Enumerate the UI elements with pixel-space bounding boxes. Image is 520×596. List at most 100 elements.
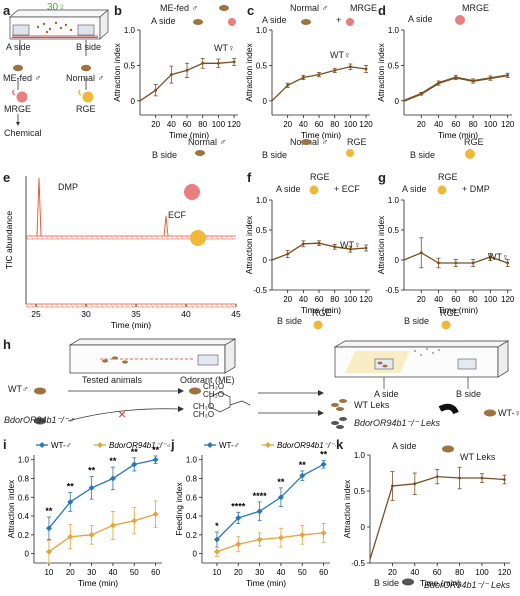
tic-hatch: [105, 303, 109, 308]
tic-hatch: [95, 303, 99, 308]
x-tick-label: 100: [484, 120, 498, 129]
h-chem-2: CH₃O: [203, 390, 225, 399]
g-b-side: B side: [404, 316, 430, 326]
c-plus: +: [336, 15, 342, 25]
tic-hatch: [45, 303, 49, 308]
tic-hatch: [160, 303, 164, 308]
tic-hatch: [80, 303, 84, 308]
x-tick-label: 20: [151, 120, 160, 129]
female-fly-icon: [484, 409, 496, 417]
chemical-label: Chemical: [4, 128, 42, 138]
d-bottom: RGE: [464, 137, 484, 147]
y-axis-title: Attraction index: [244, 42, 254, 101]
data-point: [391, 484, 394, 488]
data-point: [277, 494, 284, 501]
data-point: [235, 514, 242, 521]
x-tick-label: 60: [319, 568, 328, 577]
y-tick-label: 1.0: [124, 26, 136, 35]
legend-marker: [207, 442, 213, 448]
data-point: [454, 261, 458, 265]
x-tick-label: 100: [344, 120, 358, 129]
bait-icons: [184, 5, 475, 330]
tic-hatch: [150, 235, 154, 240]
data-point: [45, 525, 52, 532]
chart-f: -0.5 0 0.5 1.0 20 40 60 80 100 120 Time (min) Attra…: [244, 196, 373, 315]
tic-hatch: [195, 303, 199, 308]
data-point: [131, 461, 138, 468]
x-tick-label: 40: [434, 120, 443, 129]
significance-label: **: [88, 466, 96, 476]
tic-hatch: [55, 235, 59, 240]
x-tick-label: 35: [131, 309, 141, 319]
y-tick-label: 0.5: [124, 61, 136, 70]
x-tick-label: 120: [498, 568, 512, 577]
fly-icon: [193, 5, 311, 156]
panel-label-i: i: [3, 437, 7, 452]
tic-hatch: [95, 235, 99, 240]
d-b-side: B side: [410, 150, 436, 160]
tic-hatch: [65, 235, 69, 240]
x-tick-label: 20: [417, 295, 426, 304]
data-point: [489, 76, 492, 80]
x-tick-label: 100: [475, 568, 489, 577]
k-a-side: A side: [392, 441, 417, 451]
benzene-ring: [209, 391, 231, 413]
data-point: [109, 522, 116, 529]
chart-k: -0.5 0 0.5 1.0 20 40 60 80 100 120 Time (min) Attra…: [342, 451, 512, 588]
x-tick-label: 120: [227, 120, 241, 129]
data-point: [454, 76, 458, 79]
y-tick-label: 0.5: [388, 226, 400, 235]
x-tick-label: 50: [130, 568, 139, 577]
significance-label: **: [131, 447, 139, 457]
tic-hatch: [85, 235, 89, 240]
series-line: [48, 513, 156, 553]
data-point: [349, 247, 352, 251]
tic-hatch: [210, 303, 214, 308]
y-axis-title: Attraction index: [112, 42, 122, 101]
data-point: [109, 475, 116, 482]
panel-label-h: h: [3, 337, 11, 352]
y-tick-label: 1.0: [354, 451, 366, 460]
tic-hatch: [45, 235, 49, 240]
significance-label: **: [67, 482, 75, 492]
data-point: [301, 76, 305, 79]
x-tick-label: 80: [330, 120, 339, 129]
panel-label-a: a: [3, 3, 11, 18]
tic-hatch: [105, 235, 109, 240]
tic-hatch: [30, 235, 34, 240]
data-point: [299, 531, 306, 538]
k-mut-leks: BdorOR94b1⁻/⁻ Leks: [424, 580, 511, 590]
significance-label: **: [45, 506, 53, 516]
tic-hatch: [200, 303, 204, 308]
x-tick-label: 60: [433, 568, 442, 577]
tic-hatch: [175, 235, 179, 240]
data-point: [364, 246, 368, 250]
data-point: [506, 261, 510, 265]
data-point: [437, 81, 440, 85]
tic-hatch: [145, 235, 149, 240]
legend-marker: [97, 442, 103, 448]
data-point: [471, 79, 475, 83]
x-tick-label: 100: [344, 295, 358, 304]
tic-hatch: [25, 235, 29, 240]
tic-hatch: [205, 303, 209, 308]
rge-label: RGE: [76, 104, 96, 114]
x-axis-title: Time (min): [420, 578, 460, 588]
tic-hatch: [70, 235, 74, 240]
tic-hatch: [210, 235, 214, 240]
data-point: [333, 68, 337, 72]
y-tick-label: -0.5: [253, 286, 267, 295]
panel-label-j: j: [171, 437, 175, 452]
wt-leks-icon: [331, 399, 347, 411]
tic-hatch: [145, 303, 149, 308]
significance-label: ****: [231, 501, 246, 511]
x-tick-label: 60: [315, 295, 324, 304]
k-b-side: B side: [374, 578, 400, 588]
tic-hatch: [165, 235, 169, 240]
chart-b: 0 0.5 1.0 20 40 60 80 100 120 Time (min) Attractio…: [112, 26, 241, 140]
tic-hatch: [125, 235, 129, 240]
mutant-leks-icon: [331, 417, 347, 429]
x-tick-label: 10: [44, 568, 53, 577]
f-extra: + ECF: [334, 184, 360, 194]
data-point: [435, 475, 439, 478]
